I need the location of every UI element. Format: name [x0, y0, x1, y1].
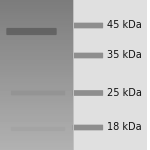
FancyBboxPatch shape [73, 125, 103, 130]
FancyBboxPatch shape [73, 53, 103, 58]
Text: 25 kDa: 25 kDa [107, 88, 142, 98]
Bar [73, 0, 147, 150]
Bar [0, 0, 73, 150]
FancyBboxPatch shape [11, 91, 65, 95]
FancyBboxPatch shape [11, 127, 65, 131]
Text: 18 kDa: 18 kDa [107, 123, 142, 132]
Bar [73, 0, 74, 150]
Text: 35 kDa: 35 kDa [107, 51, 142, 60]
FancyBboxPatch shape [6, 28, 57, 35]
Text: 45 kDa: 45 kDa [107, 21, 142, 30]
FancyBboxPatch shape [73, 90, 103, 96]
FancyBboxPatch shape [73, 23, 103, 28]
